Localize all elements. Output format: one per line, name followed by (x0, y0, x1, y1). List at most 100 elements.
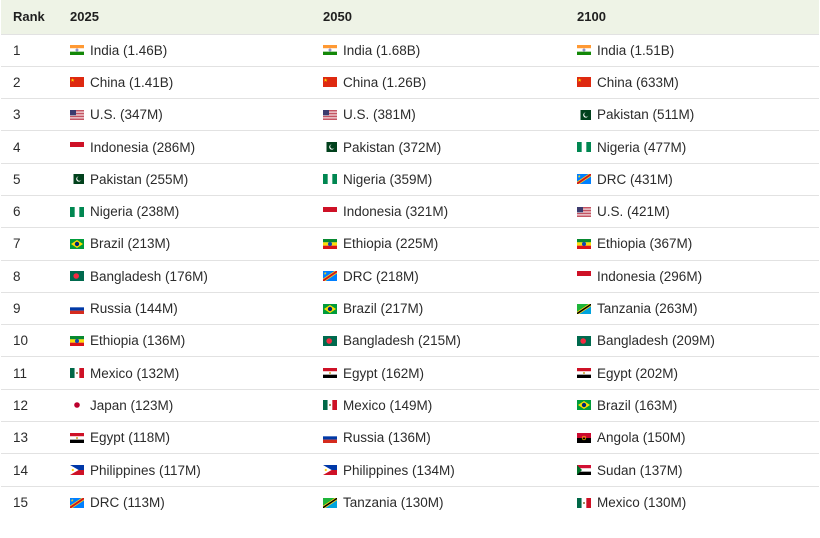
country-label: Indonesia (286M) (90, 139, 196, 155)
brazil-flag-icon (70, 238, 84, 249)
country-label: DRC (218M) (343, 268, 419, 284)
country-label: Bangladesh (209M) (597, 333, 715, 349)
country-cell-2025: Pakistan (255M) (58, 162, 312, 196)
indonesia-flag-icon (323, 206, 337, 217)
egypt-flag-icon (70, 432, 84, 443)
header-2100: 2100 (577, 9, 606, 25)
country-cell-2025: Mexico (132M) (58, 356, 312, 390)
country-cell-2050: India (1.68B) (312, 33, 566, 67)
japan-flag-icon (70, 400, 84, 411)
country-cell-2100: U.S. (421M) (566, 194, 819, 228)
table-body: 1 India (1.46B) India (1.68B) India (1.51B)… (1, 33, 819, 519)
india-flag-icon (323, 45, 337, 56)
country-label: Angola (150M) (597, 430, 686, 446)
table-row: 10 Ethiopia (136M) Bangladesh (215M) Bangla… (1, 324, 819, 357)
philippines-flag-icon (323, 465, 337, 475)
table-row: 9 Russia (144M) Brazil (217M) Tanzania (263… (1, 291, 819, 325)
country-cell-2050: Egypt (162M) (312, 356, 566, 390)
country-cell-2025: Russia (144M) (58, 291, 312, 325)
country-cell-2050: Tanzania (130M) (312, 485, 566, 519)
country-label: Pakistan (372M) (343, 139, 442, 155)
country-cell-2025: Nigeria (238M) (58, 194, 312, 228)
country-cell-2100: DRC (431M) (566, 162, 819, 196)
country-cell-2025: DRC (113M) (58, 485, 312, 519)
country-label: Pakistan (255M) (90, 171, 189, 187)
country-cell-2025: Egypt (118M) (58, 421, 312, 454)
table-row: 7 Brazil (213M) Ethiopia (225M) Ethiopia (3… (1, 227, 819, 261)
nigeria-flag-icon (70, 206, 84, 217)
country-label: India (1.51B) (597, 42, 675, 58)
country-label: Ethiopia (367M) (597, 236, 693, 252)
country-label: U.S. (347M) (90, 107, 163, 123)
country-cell-2100: Angola (150M) (566, 421, 819, 454)
rank-cell: 8 (1, 259, 58, 293)
country-label: Philippines (134M) (343, 462, 455, 478)
pakistan-flag-icon (323, 142, 337, 153)
rank-cell: 10 (1, 324, 58, 357)
rank-cell: 4 (1, 130, 58, 164)
bangladesh-flag-icon (577, 335, 591, 346)
country-label: DRC (113M) (90, 495, 165, 511)
country-label: Tanzania (263M) (597, 301, 698, 317)
header-2025: 2025 (70, 9, 99, 25)
rank-cell: 14 (1, 453, 58, 487)
country-label: U.S. (421M) (597, 204, 670, 220)
bangladesh-flag-icon (70, 271, 84, 282)
country-cell-2025: U.S. (347M) (58, 98, 312, 131)
drc-flag-icon (323, 271, 337, 282)
country-label: Ethiopia (136M) (90, 333, 186, 349)
table-row: 14 Philippines (117M) Philippines (134M) Su… (1, 453, 819, 487)
country-label: Mexico (149M) (343, 397, 433, 413)
country-cell-2050: China (1.26B) (312, 65, 566, 99)
country-label: Indonesia (321M) (343, 204, 449, 220)
country-cell-2100: Brazil (163M) (566, 388, 819, 422)
country-cell-2025: Bangladesh (176M) (58, 259, 312, 293)
us-flag-icon (323, 109, 337, 120)
country-cell-2025: Ethiopia (136M) (58, 324, 312, 357)
country-label: Philippines (117M) (90, 462, 201, 478)
country-label: Bangladesh (176M) (90, 268, 208, 284)
table-row: 3 U.S. (347M) U.S. (381M) Pakistan (511M) (1, 98, 819, 131)
country-cell-2050: U.S. (381M) (312, 98, 566, 131)
rank-cell: 2 (1, 65, 58, 99)
country-label: Egypt (202M) (597, 365, 679, 381)
rank-cell: 12 (1, 388, 58, 422)
egypt-flag-icon (577, 368, 591, 379)
russia-flag-icon (323, 432, 337, 443)
china-flag-icon (577, 77, 591, 88)
indonesia-flag-icon (577, 271, 591, 282)
header-row: Rank 2025 2050 2100 (1, 0, 819, 34)
country-label: Indonesia (296M) (597, 268, 703, 284)
us-flag-icon (70, 109, 84, 120)
table-row: 8 Bangladesh (176M) DRC (218M) Indonesia (2… (1, 259, 819, 293)
country-cell-2025: Brazil (213M) (58, 227, 312, 261)
country-label: Japan (123M) (90, 397, 174, 413)
rank-cell: 7 (1, 227, 58, 261)
nigeria-flag-icon (323, 174, 337, 185)
tanzania-flag-icon (577, 303, 591, 314)
tanzania-flag-icon (323, 497, 337, 508)
country-label: Tanzania (130M) (343, 495, 444, 511)
ethiopia-flag-icon (70, 335, 84, 346)
table-row: 12 Japan (123M) Mexico (149M) Brazil (163M) (1, 388, 819, 422)
country-label: U.S. (381M) (343, 107, 416, 123)
country-label: Russia (144M) (90, 301, 178, 317)
country-cell-2100: Ethiopia (367M) (566, 227, 819, 261)
country-cell-2050: Mexico (149M) (312, 388, 566, 422)
table-row: 15 DRC (113M) Tanzania (130M) Mexico (130M) (1, 485, 819, 519)
ethiopia-flag-icon (577, 238, 591, 249)
country-cell-2050: Nigeria (359M) (312, 162, 566, 196)
country-label: India (1.68B) (343, 42, 421, 58)
country-cell-2100: Mexico (130M) (566, 485, 819, 519)
rank-cell: 13 (1, 421, 58, 454)
population-ranking-table: Rank 2025 2050 2100 1 India (1.46B) India … (1, 0, 819, 519)
mexico-flag-icon (577, 497, 591, 508)
mexico-flag-icon (323, 400, 337, 411)
sudan-flag-icon (577, 465, 591, 475)
header-rank: Rank (13, 9, 45, 25)
country-label: Bangladesh (215M) (343, 333, 461, 349)
country-cell-2025: Indonesia (286M) (58, 130, 312, 164)
country-label: China (1.26B) (343, 74, 427, 90)
brazil-flag-icon (323, 303, 337, 314)
rank-cell: 3 (1, 98, 58, 131)
